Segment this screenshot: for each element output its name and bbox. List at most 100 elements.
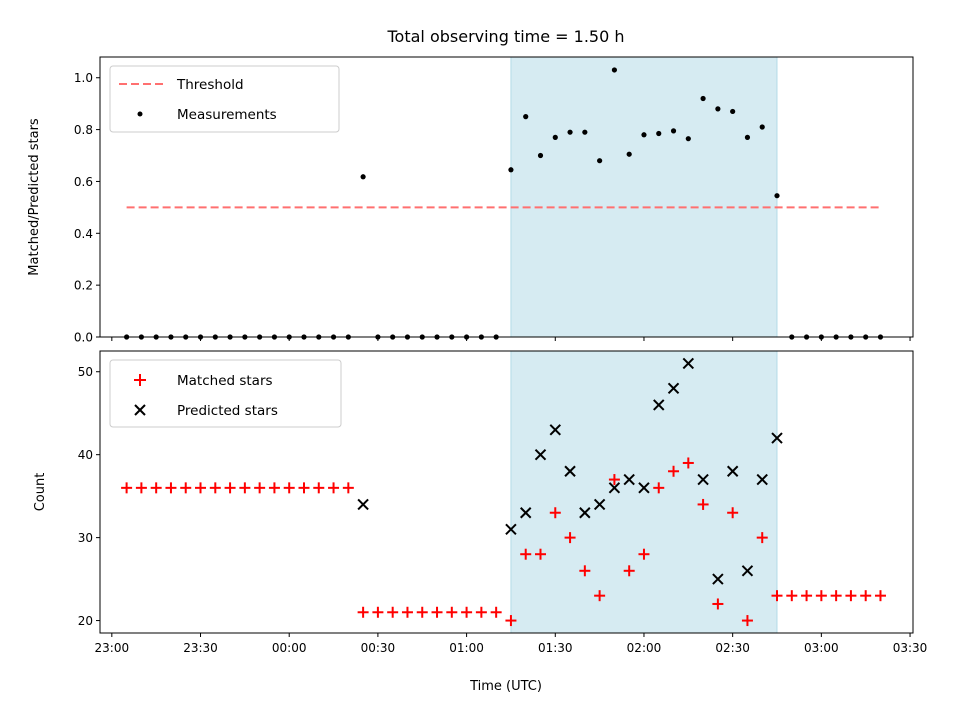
matched-star-point xyxy=(298,482,310,494)
measurement-point xyxy=(582,129,588,135)
measurement-point xyxy=(700,95,706,102)
matched-star-point xyxy=(342,482,354,494)
matched-star-point xyxy=(786,590,798,602)
measurement-point xyxy=(730,108,736,115)
predicted-stars-points xyxy=(357,357,783,585)
predicted-star-point xyxy=(593,498,606,511)
predicted-star-point xyxy=(505,523,517,536)
top-legend: Threshold Measurements xyxy=(109,65,340,133)
matched-star-point xyxy=(727,507,739,519)
predicted-star-point xyxy=(653,399,665,411)
predicted-star-point xyxy=(741,565,754,577)
predicted-star-point xyxy=(534,448,547,461)
matched-star-point xyxy=(121,482,133,494)
legend-measurements-swatch xyxy=(137,111,143,117)
bottom-xticks: 23:00 23:30 00:00 00:30 01:00 01:30 02:00 02:30… xyxy=(95,633,928,655)
x-tick-label: 02:30 xyxy=(715,641,750,655)
predicted-star-point xyxy=(712,573,724,585)
matched-star-point xyxy=(268,482,280,494)
matched-star-point xyxy=(682,457,694,469)
predicted-star-point xyxy=(682,357,695,370)
x-tick-label: 00:30 xyxy=(361,641,396,655)
legend-matched-label: Matched stars xyxy=(177,373,273,389)
matched-star-point xyxy=(357,606,369,618)
matched-star-point xyxy=(860,590,872,602)
matched-star-point xyxy=(313,482,325,494)
matched-star-point xyxy=(815,590,827,602)
matched-star-point xyxy=(549,507,561,519)
matched-star-point xyxy=(874,590,886,602)
x-tick-label: 02:00 xyxy=(627,641,662,655)
matched-star-point xyxy=(387,606,399,618)
matched-star-point xyxy=(372,606,384,618)
bottom-yticks: 20 30 40 50 xyxy=(78,365,100,628)
predicted-star-point xyxy=(520,507,532,519)
matched-star-point xyxy=(239,482,251,494)
matched-stars-points xyxy=(121,457,886,627)
matched-star-point xyxy=(623,565,635,577)
x-tick-label: 01:00 xyxy=(449,641,484,655)
predicted-star-point xyxy=(697,473,709,486)
matched-star-point xyxy=(564,532,576,544)
predicted-star-point xyxy=(357,498,369,511)
measurement-point xyxy=(567,129,573,135)
predicted-star-point xyxy=(638,482,650,494)
matched-star-point xyxy=(431,606,443,618)
chart-title: Total observing time = 1.50 h xyxy=(386,27,624,46)
bottom-span xyxy=(510,350,778,634)
legend-predicted-label: Predicted stars xyxy=(177,403,278,419)
measurement-point xyxy=(670,128,677,134)
x-tick-label: 03:00 xyxy=(804,641,839,655)
predicted-star-point xyxy=(771,432,783,444)
measurement-point xyxy=(537,152,544,159)
y-tick-label: 50 xyxy=(78,365,93,379)
measurement-point xyxy=(685,136,691,142)
top-axes-frame xyxy=(99,56,914,338)
predicted-star-point xyxy=(667,382,680,395)
top-panel: 0.0 0.2 0.4 0.6 0.8 1.0 Matched/Predicted sta… xyxy=(27,56,914,345)
matched-star-point xyxy=(668,465,680,477)
top-xticks xyxy=(111,337,911,341)
x-tick-label: 03:30 xyxy=(893,641,928,655)
y-tick-label: 0.4 xyxy=(74,227,93,241)
matched-star-point xyxy=(165,482,177,494)
x-tick-label: 23:30 xyxy=(183,641,218,655)
predicted-star-point xyxy=(726,465,739,477)
legend-predicted-swatch xyxy=(134,404,146,416)
matched-star-point xyxy=(712,598,724,610)
matched-star-point xyxy=(756,532,768,544)
x-tick-label: 23:00 xyxy=(95,641,130,655)
top-yticks: 0.0 0.2 0.4 0.6 0.8 1.0 xyxy=(74,71,100,345)
predicted-star-point xyxy=(608,482,621,494)
matched-star-point xyxy=(520,548,532,560)
matched-star-point xyxy=(653,482,665,494)
measurement-point xyxy=(759,124,765,130)
x-tick-label: 01:30 xyxy=(538,641,573,655)
predicted-star-point xyxy=(579,507,591,519)
matched-star-point xyxy=(534,548,546,560)
legend-matched-swatch xyxy=(134,374,146,386)
matched-star-point xyxy=(446,606,458,618)
y-tick-label: 0.6 xyxy=(74,175,93,189)
matched-star-point xyxy=(697,498,709,510)
matched-star-point xyxy=(490,606,502,618)
y-tick-label: 40 xyxy=(78,448,93,462)
matched-star-point xyxy=(594,590,606,602)
bottom-axes-frame xyxy=(99,350,914,634)
matched-star-point xyxy=(638,548,650,560)
measurement-point xyxy=(523,114,529,120)
bottom-ylabel: Count xyxy=(33,473,48,512)
measurement-point xyxy=(597,158,603,164)
bottom-panel: 20 30 40 50 23:00 23:30 00:00 00:30 01:00 01:30 0… xyxy=(33,350,928,694)
xlabel: Time (UTC) xyxy=(469,679,542,694)
measurement-point xyxy=(715,106,721,112)
predicted-star-point xyxy=(756,473,768,486)
legend-measurements-label: Measurements xyxy=(177,107,277,123)
predicted-star-point xyxy=(564,465,576,477)
measurement-point xyxy=(626,151,632,157)
top-ylabel: Matched/Predicted stars xyxy=(27,118,42,276)
bottom-legend-box xyxy=(109,359,342,428)
y-tick-label: 20 xyxy=(78,614,93,628)
legend-threshold-label: Threshold xyxy=(176,77,244,93)
